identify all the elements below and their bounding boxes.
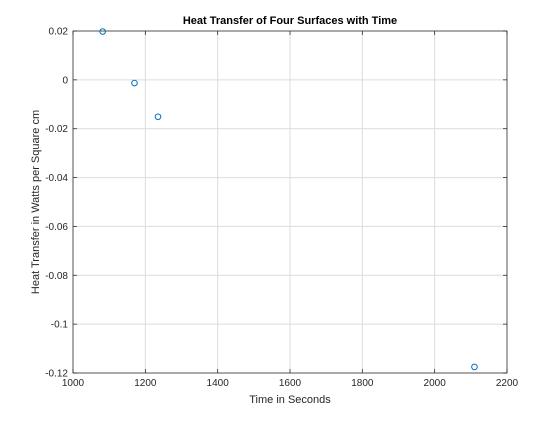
y-tick-label: -0.06 bbox=[45, 222, 68, 233]
x-tick-labels: 1000 1200 1400 1600 1800 2000 2200 bbox=[62, 378, 519, 389]
x-tick-label: 1200 bbox=[134, 378, 157, 389]
x-tick-label: 2200 bbox=[496, 378, 519, 389]
data-point bbox=[154, 113, 162, 121]
y-tick-label: -0.12 bbox=[45, 369, 68, 380]
data-point bbox=[471, 363, 478, 371]
x-axis-title: Time in Seconds bbox=[249, 394, 331, 406]
x-tick-label: 1800 bbox=[351, 378, 374, 389]
data-points bbox=[99, 28, 478, 371]
y-tick-labels: 0.02 0 -0.02 -0.04 -0.06 -0.08 -0.1 -0.12 bbox=[45, 27, 68, 380]
x-tick-label: 2000 bbox=[424, 378, 447, 389]
x-tick-label: 1400 bbox=[207, 378, 230, 389]
ticks bbox=[72, 30, 508, 374]
y-tick-label: -0.04 bbox=[45, 173, 68, 184]
y-tick-label: 0 bbox=[62, 75, 68, 86]
grid bbox=[72, 30, 508, 374]
data-point bbox=[99, 28, 106, 35]
y-tick-label: -0.1 bbox=[51, 320, 69, 331]
y-axis-title: Heat Transfer in Watts per Square cm bbox=[30, 110, 42, 294]
x-tick-label: 1000 bbox=[62, 378, 85, 389]
y-tick-label: 0.02 bbox=[49, 27, 69, 38]
y-tick-label: -0.08 bbox=[45, 271, 68, 282]
x-tick-label: 1600 bbox=[279, 378, 302, 389]
y-tick-label: -0.02 bbox=[45, 124, 68, 135]
data-point bbox=[131, 79, 138, 87]
chart-title: Heat Transfer of Four Surfaces with Time bbox=[183, 15, 397, 27]
